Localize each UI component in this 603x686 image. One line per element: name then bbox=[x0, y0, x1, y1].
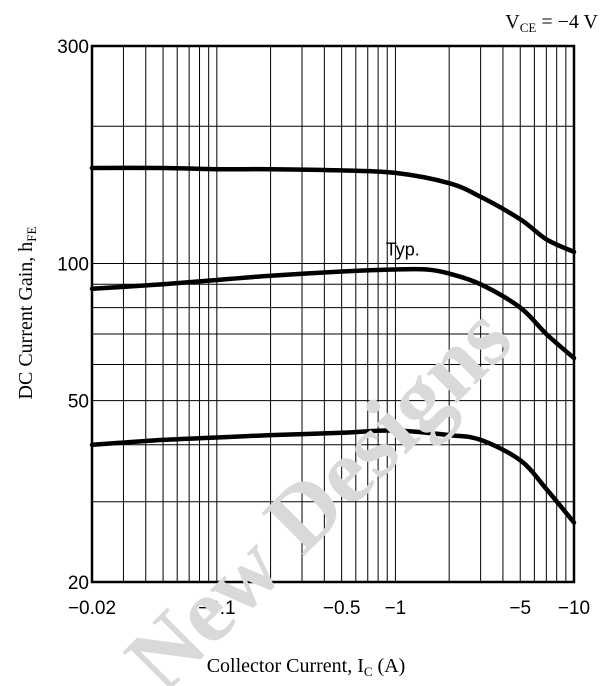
x-axis-title: Collector Current, IC (A) bbox=[207, 655, 406, 679]
y-tick-label: 20 bbox=[68, 573, 89, 594]
x-axis-title-unit: (A) bbox=[373, 655, 406, 677]
x-tick-label: −1 bbox=[385, 598, 407, 619]
series-group bbox=[89, 165, 577, 525]
grid bbox=[92, 46, 574, 582]
x-tick-label: −0.02 bbox=[68, 598, 116, 619]
x-tick-label: −0.1 bbox=[198, 598, 236, 619]
y-axis-title-main: DC Current Gain, h bbox=[15, 242, 37, 400]
condition-label: VCE = −4 V bbox=[505, 11, 598, 35]
condition-rest: = −4 V bbox=[536, 11, 598, 33]
y-axis-title: DC Current Gain, hFE bbox=[15, 226, 39, 399]
series-line-2 bbox=[89, 266, 577, 361]
condition-sub: CE bbox=[520, 20, 537, 35]
annotations: Typ. bbox=[386, 240, 420, 260]
y-axis-title-sub: FE bbox=[24, 226, 39, 241]
y-tick-label: 300 bbox=[57, 37, 89, 58]
annotation-typ: Typ. bbox=[386, 240, 420, 260]
watermark: New Designs bbox=[106, 286, 530, 686]
condition-var: V bbox=[505, 11, 520, 33]
series-line-3 bbox=[89, 428, 577, 525]
x-axis-title-main: Collector Current, I bbox=[207, 655, 364, 677]
x-tick-label: −5 bbox=[509, 598, 531, 619]
plot-frame bbox=[90, 44, 576, 584]
x-tick-label: −0.5 bbox=[323, 598, 361, 619]
y-tick-label: 100 bbox=[57, 254, 89, 275]
series-line-1 bbox=[89, 165, 577, 255]
y-tick-label: 50 bbox=[68, 392, 89, 413]
tick-labels: −0.02 −0.1 −0.5 −1 −5 −10 20 50 100 300 bbox=[57, 37, 590, 619]
x-axis-title-sub: C bbox=[364, 664, 373, 679]
x-tick-label: −10 bbox=[558, 598, 590, 619]
